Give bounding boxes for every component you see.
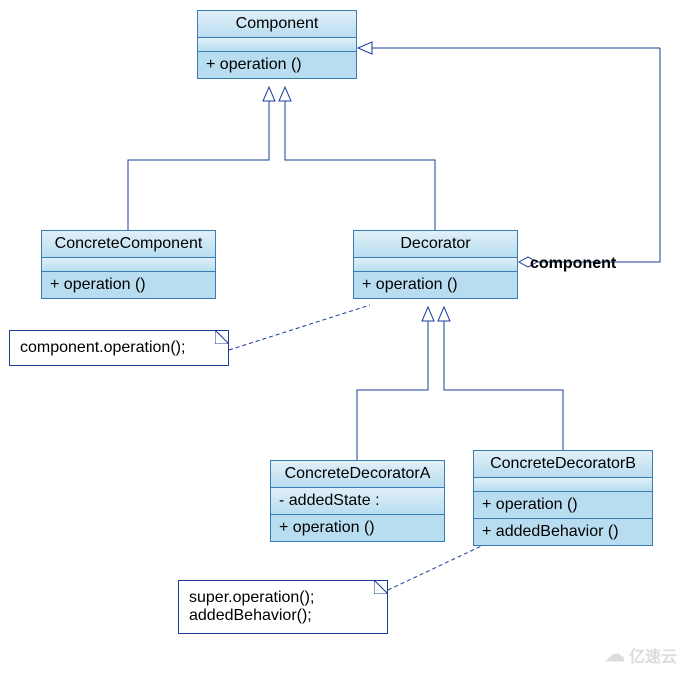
class-op: + operation () [474,492,652,519]
class-op: + addedBehavior () [474,519,652,545]
class-decorator: Decorator + operation () [353,230,518,299]
note-component-operation: component.operation(); [9,330,229,366]
class-attr: - addedState : [271,488,444,515]
cloud-icon: ☁ [605,642,625,667]
class-attrs [198,38,356,52]
class-concrete-decorator-b: ConcreteDecoratorB + operation () + adde… [473,450,653,546]
class-concrete-component: ConcreteComponent + operation () [41,230,216,299]
class-name: Component [198,11,356,38]
class-name: Decorator [354,231,517,258]
class-name: ConcreteComponent [42,231,215,258]
class-attrs [474,478,652,492]
class-concrete-decorator-a: ConcreteDecoratorA - addedState : + oper… [270,460,445,542]
class-name: ConcreteDecoratorA [271,461,444,488]
class-attrs [354,258,517,272]
note-line: addedBehavior(); [189,607,377,625]
class-name: ConcreteDecoratorB [474,451,652,478]
class-op: + operation () [271,515,444,541]
note-super-operation: super.operation(); addedBehavior(); [178,580,388,634]
class-attrs [42,258,215,272]
note-line: super.operation(); [189,589,377,607]
watermark-text: 亿速云 [629,643,677,667]
class-component: Component + operation () [197,10,357,79]
class-op: + operation () [198,52,356,78]
uml-diagram-canvas: Component + operation () ConcreteCompone… [0,0,687,675]
class-op: + operation () [42,272,215,298]
class-op: + operation () [354,272,517,298]
watermark: ☁ 亿速云 [605,642,677,667]
note-line: component.operation(); [20,339,218,357]
association-label-component: component [530,255,616,273]
